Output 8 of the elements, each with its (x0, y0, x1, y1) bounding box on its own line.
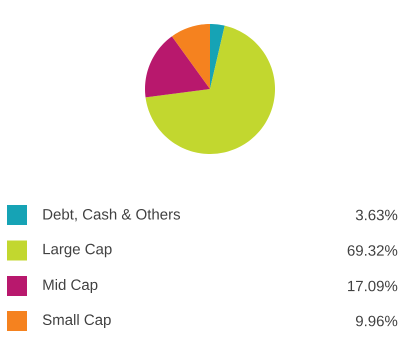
data-label: 3.63% (356, 210, 398, 220)
legend-label: Debt, Cash & Others (43, 208, 180, 222)
legend-label: Small Cap (42, 314, 111, 328)
data-label: 17.09% (348, 280, 398, 292)
data-label: 69.32% (348, 245, 398, 256)
data-label: 9.96% (356, 316, 398, 326)
legend-label: Mid Cap (43, 279, 98, 293)
legend-label: Large Cap (43, 244, 112, 258)
